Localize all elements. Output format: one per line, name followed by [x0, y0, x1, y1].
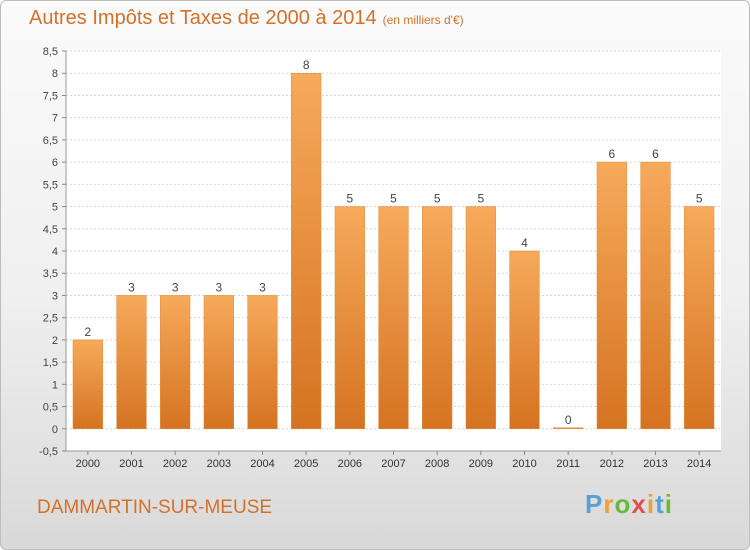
data-label: 8 — [303, 58, 310, 72]
bar-2004 — [247, 295, 278, 430]
y-tick-label: 1 — [52, 379, 58, 391]
data-label: 5 — [390, 192, 397, 206]
y-tick-label: 0,5 — [43, 402, 58, 414]
x-tick-label: 2005 — [294, 458, 318, 470]
logo-letter: P — [585, 489, 604, 519]
y-tick-label: 4 — [52, 246, 58, 258]
bar-2013 — [640, 161, 671, 430]
x-tick-label: 2011 — [556, 458, 580, 470]
bar-2012 — [596, 161, 627, 430]
y-tick-label: 3 — [52, 290, 58, 302]
x-tick-label: 2007 — [381, 458, 405, 470]
bar-2008 — [422, 206, 453, 430]
x-tick-label: 2004 — [250, 458, 274, 470]
x-tick-label: 2002 — [163, 458, 187, 470]
bar-2007 — [378, 206, 409, 430]
y-tick-label: 5,5 — [43, 179, 58, 191]
x-tick-label: 2010 — [512, 458, 536, 470]
y-tick-label: 7,5 — [43, 90, 58, 102]
data-label: 5 — [477, 192, 484, 206]
x-tick-label: 2006 — [338, 458, 362, 470]
data-label: 5 — [696, 192, 703, 206]
y-tick-label: 7 — [52, 113, 58, 125]
data-label: 3 — [259, 280, 266, 294]
data-label: 5 — [346, 192, 353, 206]
logo-letter: x — [631, 489, 647, 519]
bar-2009 — [465, 206, 496, 430]
bar-2014 — [684, 206, 715, 430]
data-label: 0 — [565, 413, 572, 427]
proxiti-logo: Proxiti — [585, 489, 673, 520]
chart-title-text: Autres Impôts et Taxes de 2000 à 2014 — [29, 7, 377, 29]
y-tick-label: 3,5 — [43, 268, 58, 280]
x-tick-label: 2008 — [425, 458, 449, 470]
bar-2001 — [116, 295, 147, 430]
x-tick-label: 2009 — [469, 458, 493, 470]
data-label: 4 — [521, 236, 528, 250]
data-label: 3 — [128, 280, 135, 294]
bar-2006 — [334, 206, 365, 430]
data-label: 2 — [84, 325, 91, 339]
data-label: 3 — [215, 280, 222, 294]
bar-2000 — [72, 339, 103, 430]
y-tick-label: 6,5 — [43, 135, 58, 147]
x-tick-label: 2014 — [687, 458, 711, 470]
y-tick-label: 8 — [52, 68, 58, 80]
bar-2011 — [553, 427, 584, 430]
chart-subtitle: (en milliers d'€) — [382, 13, 464, 27]
y-tick-label: 0 — [52, 424, 58, 436]
bar-2010 — [509, 250, 540, 430]
x-tick-label: 2001 — [119, 458, 143, 470]
bar-2005 — [291, 72, 322, 430]
data-label: 3 — [172, 280, 179, 294]
y-tick-label: 6 — [52, 157, 58, 169]
data-label: 6 — [608, 147, 615, 161]
bar-2002 — [160, 295, 191, 430]
y-tick-label: 8,5 — [43, 46, 58, 58]
y-tick-label: 1,5 — [43, 357, 58, 369]
y-tick-label: -0,5 — [39, 446, 58, 458]
x-tick-label: 2003 — [207, 458, 231, 470]
bar-2003 — [203, 295, 234, 430]
data-label: 5 — [434, 192, 441, 206]
logo-letter: t — [655, 489, 665, 519]
x-tick-label: 2000 — [76, 458, 100, 470]
x-tick-label: 2013 — [643, 458, 667, 470]
chart-title: Autres Impôts et Taxes de 2000 à 2014 (en… — [29, 7, 464, 30]
y-tick-label: 2 — [52, 335, 58, 347]
data-label: 6 — [652, 147, 659, 161]
y-tick-label: 2,5 — [43, 313, 58, 325]
logo-letter: r — [603, 489, 615, 519]
x-tick-label: 2012 — [600, 458, 624, 470]
logo-letter: i — [664, 489, 673, 519]
town-name: DAMMARTIN-SUR-MEUSE — [37, 497, 273, 518]
y-tick-label: 4,5 — [43, 224, 58, 236]
logo-letter: o — [614, 489, 632, 519]
logo-letter: i — [646, 489, 656, 519]
y-tick-label: 5 — [52, 202, 58, 214]
